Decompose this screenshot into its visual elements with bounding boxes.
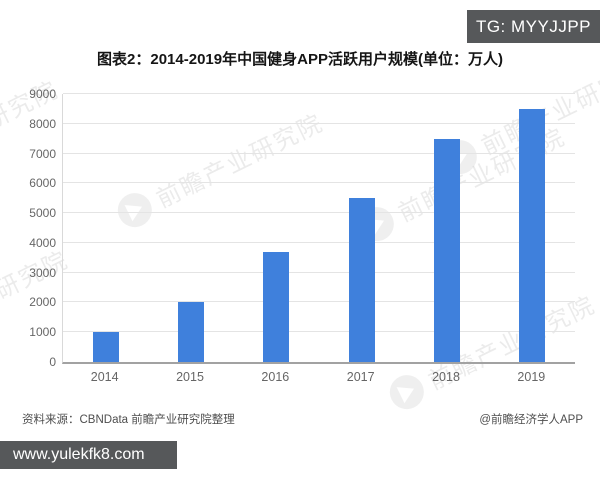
y-axis-tick-label: 3000 [29, 265, 56, 280]
credit-note: @前瞻经济学人APP [479, 414, 583, 426]
y-axis-tick-label: 9000 [29, 87, 56, 101]
tg-badge: TG: MYYJJPP [467, 10, 600, 43]
bar-2018 [434, 138, 460, 362]
site-banner: www.yulekfk8.com [0, 441, 177, 469]
x-axis-tick-label: 2015 [176, 370, 204, 384]
gridline [63, 271, 575, 273]
gridline [63, 301, 575, 303]
x-axis-tick-label: 2016 [261, 370, 290, 384]
x-axis-tick-label: 2018 [432, 370, 460, 384]
x-axis-tick-label: 2019 [517, 370, 546, 384]
source-note: 资料来源：CBNData 前瞻产业研究院整理 [22, 414, 235, 426]
y-axis-tick-label: 1000 [29, 325, 56, 340]
gridline [63, 122, 575, 124]
y-axis-tick-label: 8000 [29, 116, 56, 131]
plot-area [62, 93, 575, 364]
bar-2016 [263, 251, 290, 362]
x-axis-tick-label: 2014 [90, 370, 119, 384]
bar-2015 [178, 302, 204, 362]
y-axis-tick-label: 5000 [29, 206, 56, 221]
gridline [63, 331, 575, 333]
gridline [63, 152, 575, 154]
y-axis-tick-label: 7000 [29, 146, 56, 161]
footer-row: 资料来源：CBNData 前瞻产业研究院整理 @前瞻经济学人APP [22, 411, 583, 427]
gridline [63, 182, 575, 184]
y-axis: 0 1000 2000 3000 4000 5000 6000 7000 8000 9000 [0, 0, 56, 480]
gridline [63, 241, 575, 243]
y-axis-tick-label: 2000 [29, 295, 56, 310]
y-axis-tick-label: 6000 [29, 176, 56, 191]
bar-2017 [348, 198, 375, 362]
gridline [63, 93, 575, 94]
x-axis: 2014 2015 2016 2017 2018 2019 [0, 370, 600, 390]
x-axis-tick-label: 2017 [346, 370, 375, 384]
chart-title: 图表2：2014-2019年中国健身APP活跃用户规模(单位：万人) [97, 51, 503, 68]
gridline [63, 212, 575, 214]
y-axis-tick-label: 0 [49, 355, 56, 369]
bar-2014 [92, 332, 119, 362]
y-axis-tick-label: 4000 [29, 235, 56, 250]
bar-2019 [519, 108, 546, 362]
